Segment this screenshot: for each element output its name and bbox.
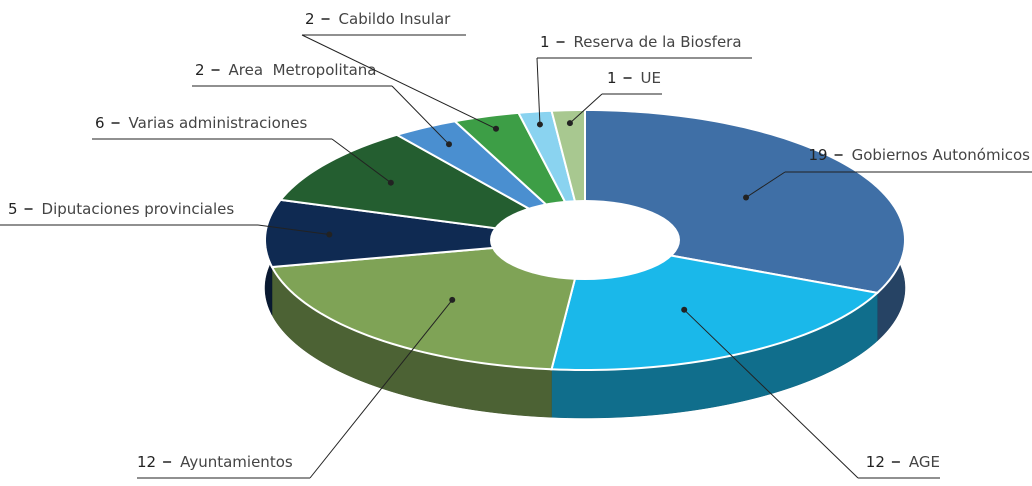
label-value: 12 [137, 453, 156, 471]
leader-dot [449, 296, 456, 303]
leader-line [301, 34, 497, 130]
leader-line [391, 85, 450, 145]
leader-line [536, 57, 541, 125]
label-value: 2 [195, 61, 205, 79]
label-category: Area Metropolitana [229, 61, 377, 79]
label-category: Ayuntamientos [180, 453, 293, 471]
leader-dot [326, 231, 333, 238]
label-category: Reserva de la Biosfera [574, 33, 742, 51]
label-category: Diputaciones provinciales [42, 200, 235, 218]
leader-dot [387, 179, 394, 186]
leader-line [331, 138, 392, 184]
leader-dot [681, 306, 688, 313]
leader-line [683, 309, 859, 479]
label-category: Gobiernos Autonómicos [852, 146, 1031, 164]
leader-dot [743, 194, 750, 201]
slice [264, 198, 586, 269]
label-value: 19 [808, 146, 827, 164]
leader-dot [493, 125, 500, 132]
donut-hole [490, 200, 680, 280]
leader-line [745, 171, 786, 198]
label-value: 1 [540, 33, 550, 51]
label-category: UE [641, 69, 661, 87]
label-category: AGE [909, 453, 940, 471]
label-value: 2 [305, 10, 315, 28]
slice [270, 238, 587, 371]
label-value: 1 [607, 69, 617, 87]
label-value: 12 [866, 453, 885, 471]
leader-dot [566, 120, 573, 127]
label-value: 6 [95, 114, 105, 132]
leader-line [309, 299, 453, 479]
leader-line [569, 93, 603, 124]
label-category: Cabildo Insular [339, 10, 452, 28]
leader-dot [446, 141, 452, 148]
label-value: 5 [8, 200, 18, 218]
leader-dot [536, 121, 543, 128]
leader-line [257, 224, 330, 236]
slice [278, 133, 586, 241]
label-category: Varias administraciones [129, 114, 308, 132]
